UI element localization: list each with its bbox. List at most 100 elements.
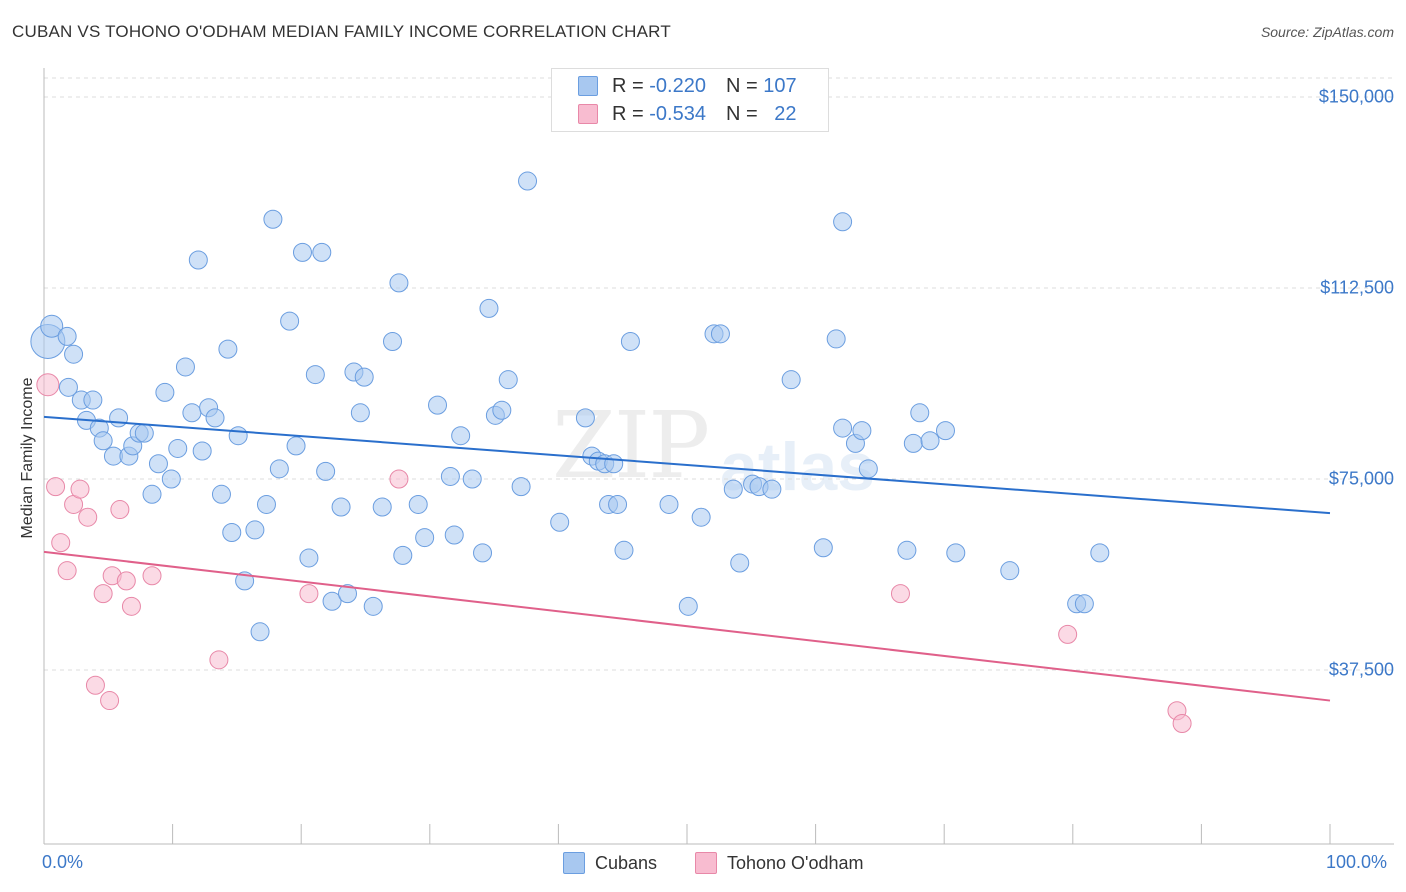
tohono-point [116, 571, 136, 591]
x-tick-label-min: 0.0% [42, 852, 84, 872]
cubans-point [492, 400, 512, 420]
tohono-point [110, 500, 130, 520]
cubans-point [389, 273, 409, 293]
cubans-point [331, 497, 351, 517]
tohono-point [209, 650, 229, 670]
cubans-point [354, 367, 374, 387]
cubans-point [175, 357, 195, 377]
cubans-point [444, 525, 464, 545]
bottom-legend-tohono: Tohono O'odham [695, 852, 864, 874]
cubans-point [550, 512, 570, 532]
legend-row-cubans: R = -0.220 N = 107 [578, 73, 797, 99]
cubans-point [428, 395, 448, 415]
legend-n-value-cubans: 107 [763, 74, 797, 97]
x-tick-label-max: 100.0% [1326, 852, 1388, 872]
tohono-point [100, 691, 120, 711]
cubans-point [192, 441, 212, 461]
cubans-point [263, 209, 283, 229]
cubans-point [312, 242, 332, 262]
cubans-point [462, 469, 482, 489]
tohono-point [70, 479, 90, 499]
tohono-point [890, 584, 910, 604]
cubans-point [935, 421, 955, 441]
cubans-point [440, 466, 460, 486]
cubans-point [250, 622, 270, 642]
cubans-point [322, 591, 342, 611]
watermark-zip: ZIP [552, 392, 710, 499]
cubans-point [897, 540, 917, 560]
cubans-point [168, 438, 188, 458]
cubans-point [723, 479, 743, 499]
legend-n-label: N = [725, 74, 764, 97]
cubans-point [142, 484, 162, 504]
cubans-point [286, 436, 306, 456]
cubans-point [762, 479, 782, 499]
cubans-point [415, 528, 435, 548]
cubans-point [826, 329, 846, 349]
cubans-point [858, 459, 878, 479]
cubans-point [182, 403, 202, 423]
cubans-point [40, 314, 64, 338]
tohono-legend-label: Tohono O'odham [727, 852, 864, 873]
cubans-point [691, 507, 711, 527]
tohono-point [1058, 624, 1078, 644]
cubans-point [299, 548, 319, 568]
cubans-point [64, 344, 84, 364]
cubans-point [608, 494, 628, 514]
cubans-point [833, 418, 853, 438]
cubans-point [363, 596, 383, 616]
y-tick-label-150000: $150,000 [1318, 86, 1394, 107]
tohono-trend-line [43, 550, 1331, 702]
cubans-point [292, 242, 312, 262]
cubans-point [604, 454, 624, 474]
cubans-legend-label: Cubans [595, 852, 658, 873]
tohono-point [57, 561, 77, 581]
cubans-point [256, 494, 276, 514]
cubans-point [511, 477, 531, 497]
legend-row-tohono: R = -0.534 N = 22 [578, 101, 796, 127]
cubans-point [383, 331, 403, 351]
cubans-point [393, 545, 413, 565]
cubans-point [659, 494, 679, 514]
tohono-point [299, 584, 319, 604]
cubans-trend-line [43, 415, 1331, 515]
cubans-point [148, 454, 168, 474]
legend-r-value-tohono: -0.534 [649, 102, 706, 125]
cubans-point [678, 596, 698, 616]
chart-title: CUBAN VS TOHONO O'ODHAM MEDIAN FAMILY IN… [12, 22, 671, 41]
legend-n-value-tohono: 22 [774, 102, 797, 125]
cubans-point [620, 331, 640, 351]
cubans-point [813, 538, 833, 558]
cubans-point [781, 370, 801, 390]
cubans-point [920, 431, 940, 451]
cubans-point [218, 339, 238, 359]
cubans-point [211, 484, 231, 504]
legend-n-label: N = [725, 102, 764, 125]
cubans-point [498, 370, 518, 390]
tohono-point [93, 584, 113, 604]
cubans-point [245, 520, 265, 540]
tohono-point [78, 507, 98, 527]
cubans-point [518, 171, 538, 191]
cubans-point [350, 403, 370, 423]
tohono-legend-swatch [695, 852, 717, 874]
tohono-point [51, 533, 71, 553]
cubans-point [337, 584, 357, 604]
tohono-point [389, 469, 409, 489]
cubans-point [1000, 561, 1020, 581]
cubans-point [852, 421, 872, 441]
cubans-point [946, 543, 966, 563]
cubans-point [228, 426, 248, 446]
cubans-point [1074, 594, 1094, 614]
cubans-point [93, 431, 113, 451]
bottom-legend-cubans: Cubans [563, 852, 657, 874]
cubans-point [57, 326, 77, 346]
correlation-legend: R = -0.220 N = 107 R = -0.534 N = 22 [551, 68, 829, 132]
cubans-point [305, 365, 325, 385]
legend-r-label: R = [612, 74, 650, 97]
tohono-point [1172, 713, 1192, 733]
cubans-point [473, 543, 493, 563]
cubans-point [205, 408, 225, 428]
legend-r-label: R = [612, 102, 650, 125]
y-tick-label-37500: $37,500 [1328, 659, 1394, 680]
